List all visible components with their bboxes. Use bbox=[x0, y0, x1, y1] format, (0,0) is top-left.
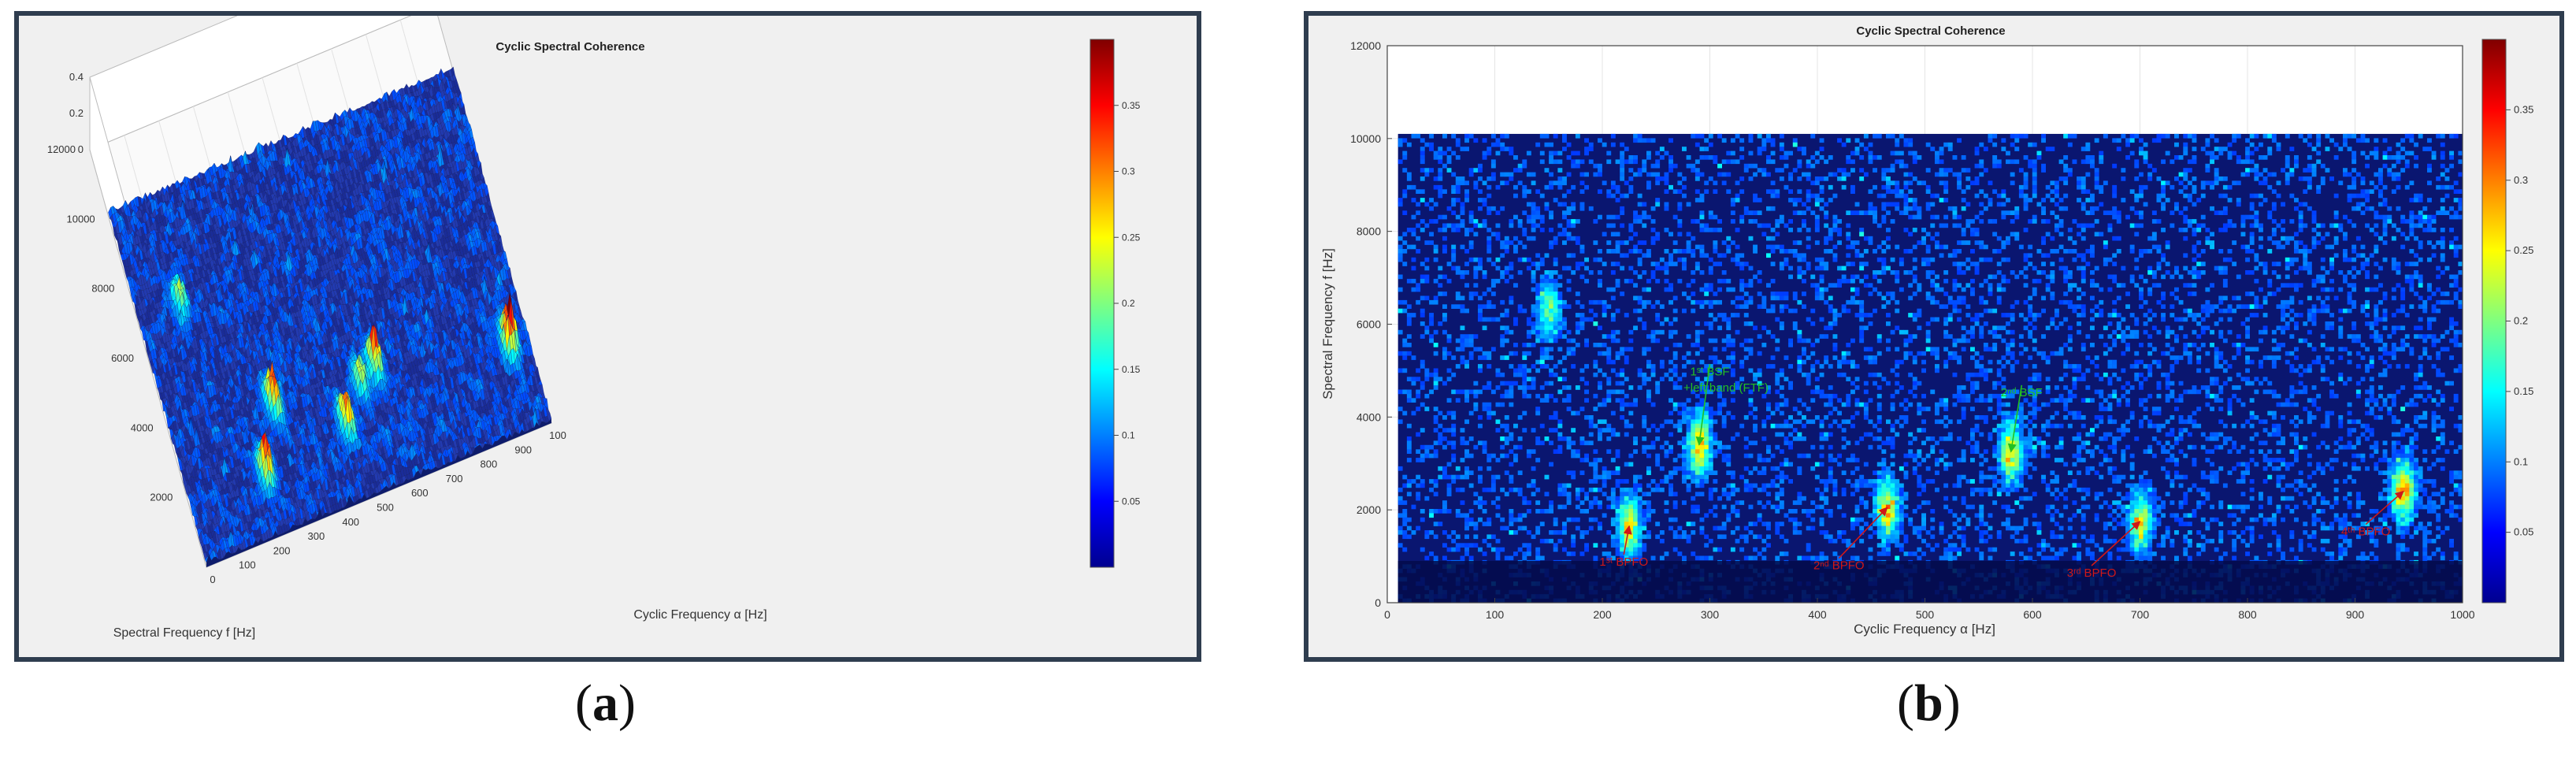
surface-mesh bbox=[108, 66, 552, 567]
surface-chart: Cyclic Spectral Coherence 01002003004005… bbox=[47, 16, 1141, 640]
panel-a-surface-plot: Cyclic Spectral Coherence 0 100 200 300 400 5… bbox=[14, 11, 1201, 662]
chart-title: Cyclic Spectral Coherence bbox=[496, 40, 644, 54]
